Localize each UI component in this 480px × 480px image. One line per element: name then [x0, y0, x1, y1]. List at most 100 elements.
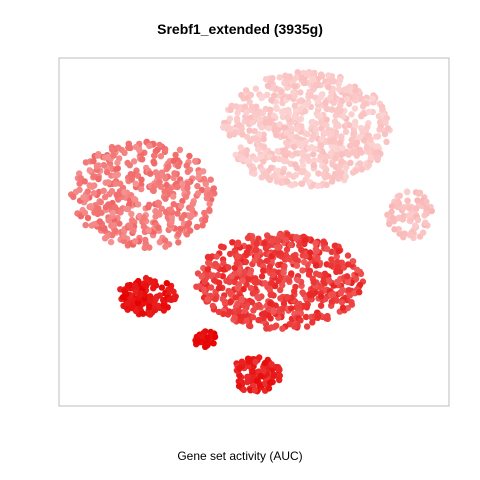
data-point	[294, 69, 301, 76]
data-point	[307, 249, 314, 256]
data-point	[338, 158, 346, 165]
data-point	[90, 190, 98, 197]
data-point	[351, 105, 359, 112]
data-point	[95, 205, 102, 212]
data-point	[288, 125, 296, 133]
data-point	[167, 206, 174, 213]
data-point	[204, 266, 211, 273]
data-point	[128, 176, 135, 183]
data-point	[356, 289, 363, 296]
data-point	[312, 240, 319, 247]
data-point	[160, 307, 168, 314]
data-point	[247, 322, 254, 330]
data-point	[406, 205, 413, 212]
data-point	[242, 258, 250, 266]
data-point	[348, 111, 355, 118]
data-point	[352, 118, 359, 126]
data-point	[260, 143, 268, 150]
data-point	[138, 176, 145, 183]
data-point	[358, 166, 365, 173]
data-point	[88, 222, 95, 229]
data-point	[279, 282, 286, 289]
data-point	[321, 271, 329, 278]
data-point	[376, 126, 383, 133]
data-point	[151, 152, 158, 159]
data-point	[100, 187, 107, 194]
data-point	[317, 153, 324, 160]
data-point	[110, 152, 117, 159]
data-point	[139, 156, 146, 163]
data-point	[148, 279, 156, 286]
data-point	[414, 216, 422, 224]
data-point	[330, 290, 337, 298]
data-point	[330, 78, 337, 85]
data-point	[285, 106, 292, 114]
data-point	[265, 385, 273, 392]
data-point	[261, 119, 269, 126]
data-point	[184, 168, 191, 175]
data-point	[134, 201, 142, 208]
data-point	[274, 238, 282, 245]
data-point	[335, 105, 343, 113]
data-point	[152, 213, 159, 220]
data-point	[207, 176, 214, 183]
data-point	[275, 269, 282, 276]
data-point	[265, 125, 272, 132]
data-point	[305, 145, 313, 152]
data-point	[97, 199, 105, 206]
data-point	[240, 285, 247, 293]
data-point	[233, 260, 240, 267]
data-point	[272, 302, 279, 309]
data-point	[238, 358, 246, 365]
data-point	[291, 323, 298, 330]
data-point	[281, 124, 288, 131]
data-point	[290, 143, 298, 150]
data-point	[352, 97, 359, 104]
data-point	[283, 178, 291, 185]
data-point	[374, 148, 381, 155]
data-point	[188, 212, 195, 219]
data-point	[280, 269, 287, 276]
data-point	[137, 291, 144, 298]
data-point	[243, 317, 250, 324]
data-point	[304, 171, 312, 179]
data-point	[224, 126, 231, 133]
data-point	[286, 93, 293, 101]
data-point	[142, 274, 150, 282]
data-point	[107, 238, 115, 246]
data-point	[95, 175, 102, 183]
data-point	[344, 278, 352, 286]
data-point	[338, 169, 345, 177]
data-point	[328, 178, 336, 185]
data-point	[278, 108, 286, 115]
data-point	[94, 152, 102, 159]
data-point	[142, 236, 149, 244]
data-point	[252, 85, 260, 92]
data-point	[226, 278, 233, 286]
data-point	[238, 91, 245, 99]
data-point	[251, 257, 258, 264]
data-point	[353, 139, 361, 147]
data-point	[344, 261, 352, 268]
data-point	[246, 98, 253, 106]
data-point	[226, 250, 234, 258]
data-point	[356, 281, 364, 289]
data-point	[124, 159, 131, 167]
data-point	[264, 91, 271, 99]
data-point	[305, 271, 313, 278]
data-point	[182, 193, 190, 200]
data-point	[356, 133, 364, 141]
data-point	[414, 197, 421, 204]
data-point	[329, 161, 336, 168]
data-point	[161, 237, 169, 244]
data-point	[308, 119, 315, 126]
data-point	[325, 277, 333, 284]
data-point	[220, 244, 227, 251]
data-point	[162, 243, 169, 250]
data-point	[309, 319, 316, 326]
data-point	[287, 133, 295, 140]
data-point	[170, 193, 177, 200]
data-point	[273, 104, 280, 111]
data-point	[267, 379, 274, 386]
data-point	[269, 271, 277, 279]
